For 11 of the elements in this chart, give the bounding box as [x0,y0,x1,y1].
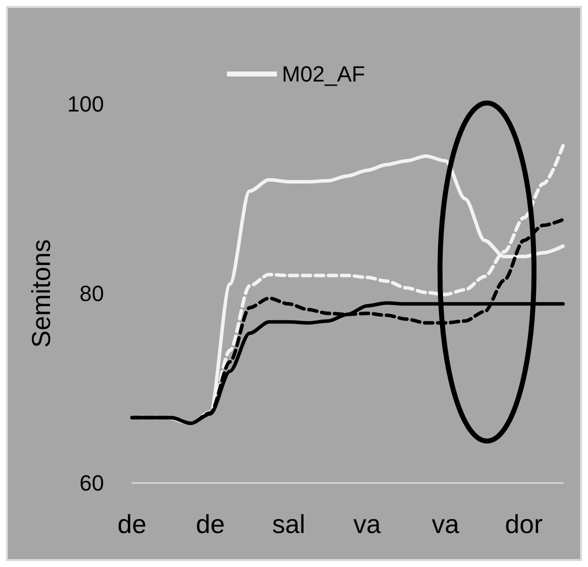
y-axis-title: Semitons [26,239,56,348]
y-tick-label: 80 [80,281,104,306]
x-tick-label: de [118,509,146,539]
y-tick-label: 60 [80,470,104,496]
legend-label: M02_AF [282,62,366,86]
y-tick-label: 100 [67,92,104,116]
x-tick-label: dor [505,509,543,539]
x-tick-label: de [196,509,225,539]
x-tick-label: sal [272,509,306,539]
x-tick-label: va [353,509,382,539]
x-tick-label: va [432,509,460,539]
